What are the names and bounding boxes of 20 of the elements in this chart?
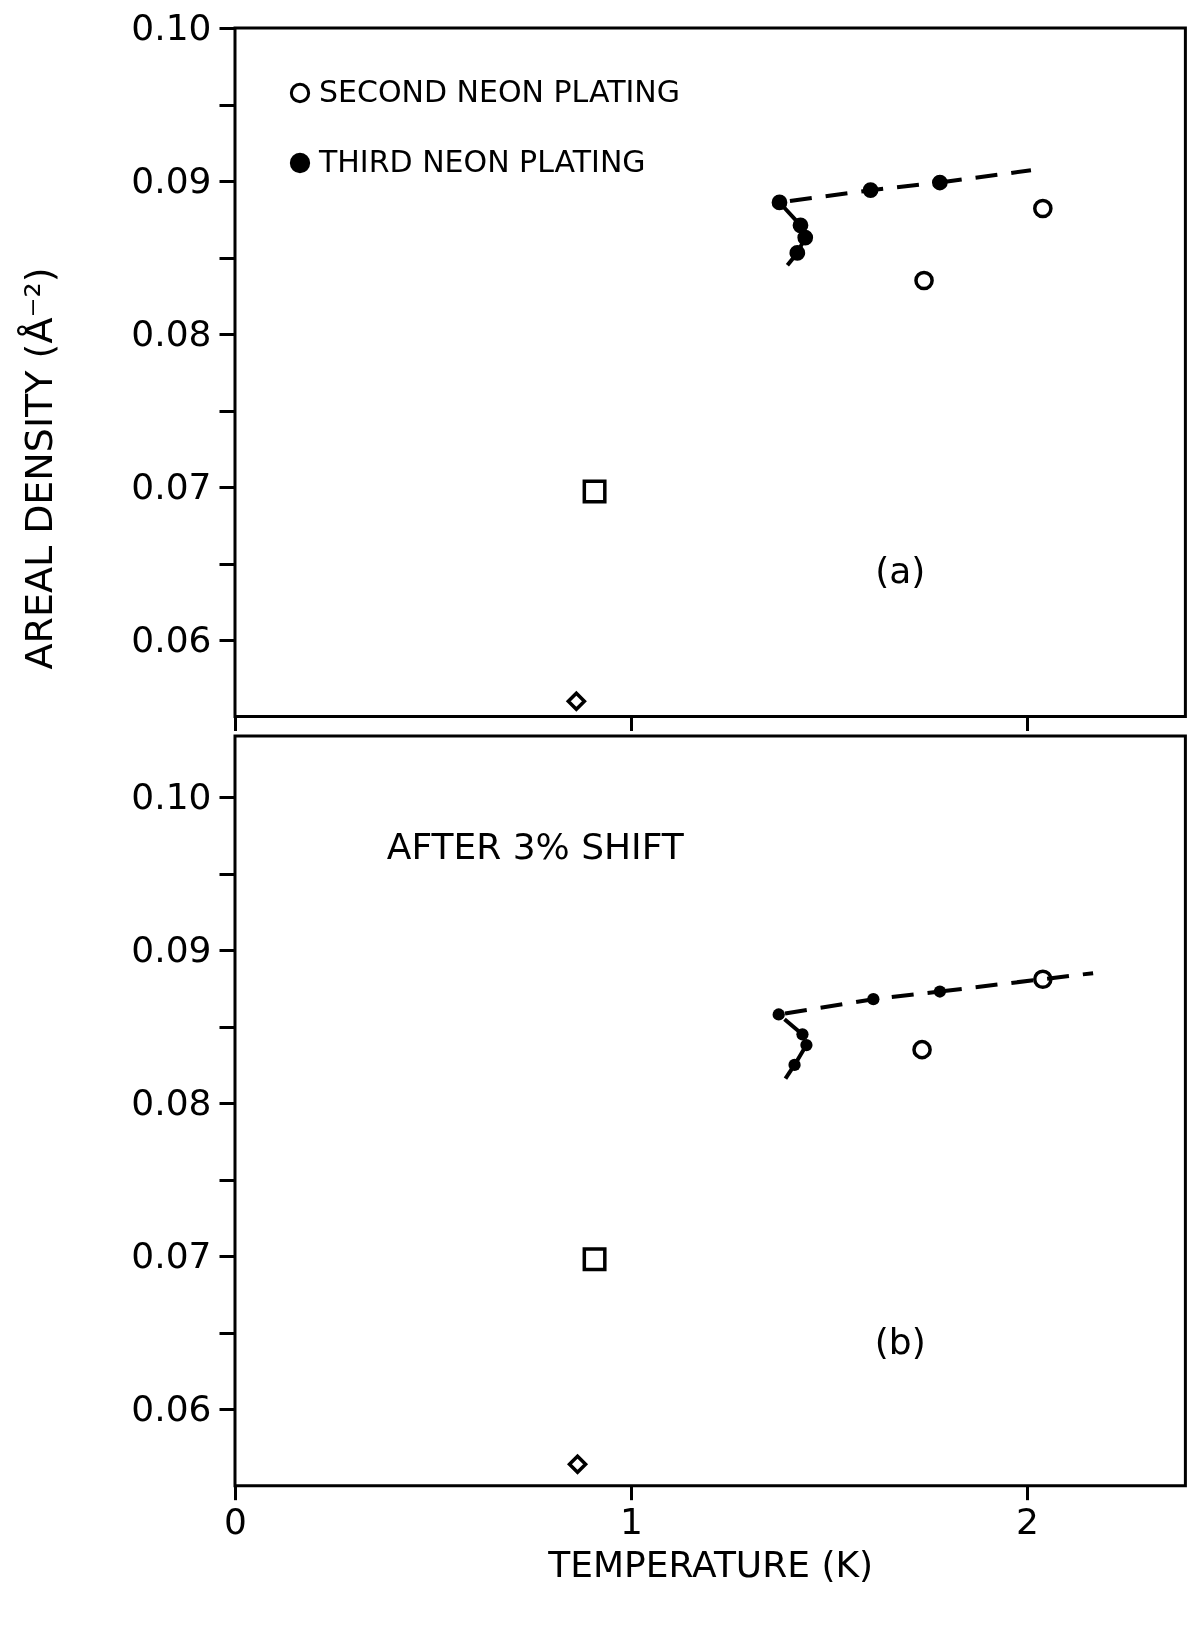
y-tick-label: 0.09 <box>131 928 212 970</box>
legend-label: SECOND NEON PLATING <box>319 74 680 110</box>
x-tick-label: 2 <box>1016 1501 1039 1543</box>
y-tick-label: 0.08 <box>131 1081 212 1123</box>
y-axis-title: AREAL DENSITY (Å⁻²) <box>17 267 62 670</box>
y-tick-label: 0.09 <box>131 159 212 201</box>
y-tick-label: 0.06 <box>131 1387 212 1429</box>
y-tick-label: 0.10 <box>131 6 212 48</box>
annotation: AFTER 3% SHIFT <box>386 826 685 868</box>
y-tick-label: 0.07 <box>131 465 212 507</box>
y-tick-label: 0.08 <box>131 312 212 354</box>
x-tick-label: 1 <box>620 1501 643 1543</box>
y-tick-label: 0.06 <box>131 618 212 660</box>
y-tick-label: 0.07 <box>131 1234 212 1276</box>
x-tick-label: 0 <box>224 1501 247 1543</box>
x-axis-title: TEMPERATURE (K) <box>547 1544 874 1586</box>
legend-label: THIRD NEON PLATING <box>318 144 646 179</box>
annotation: (a) <box>875 549 926 591</box>
annotation: (b) <box>874 1321 926 1363</box>
y-tick-label: 0.10 <box>131 775 212 817</box>
